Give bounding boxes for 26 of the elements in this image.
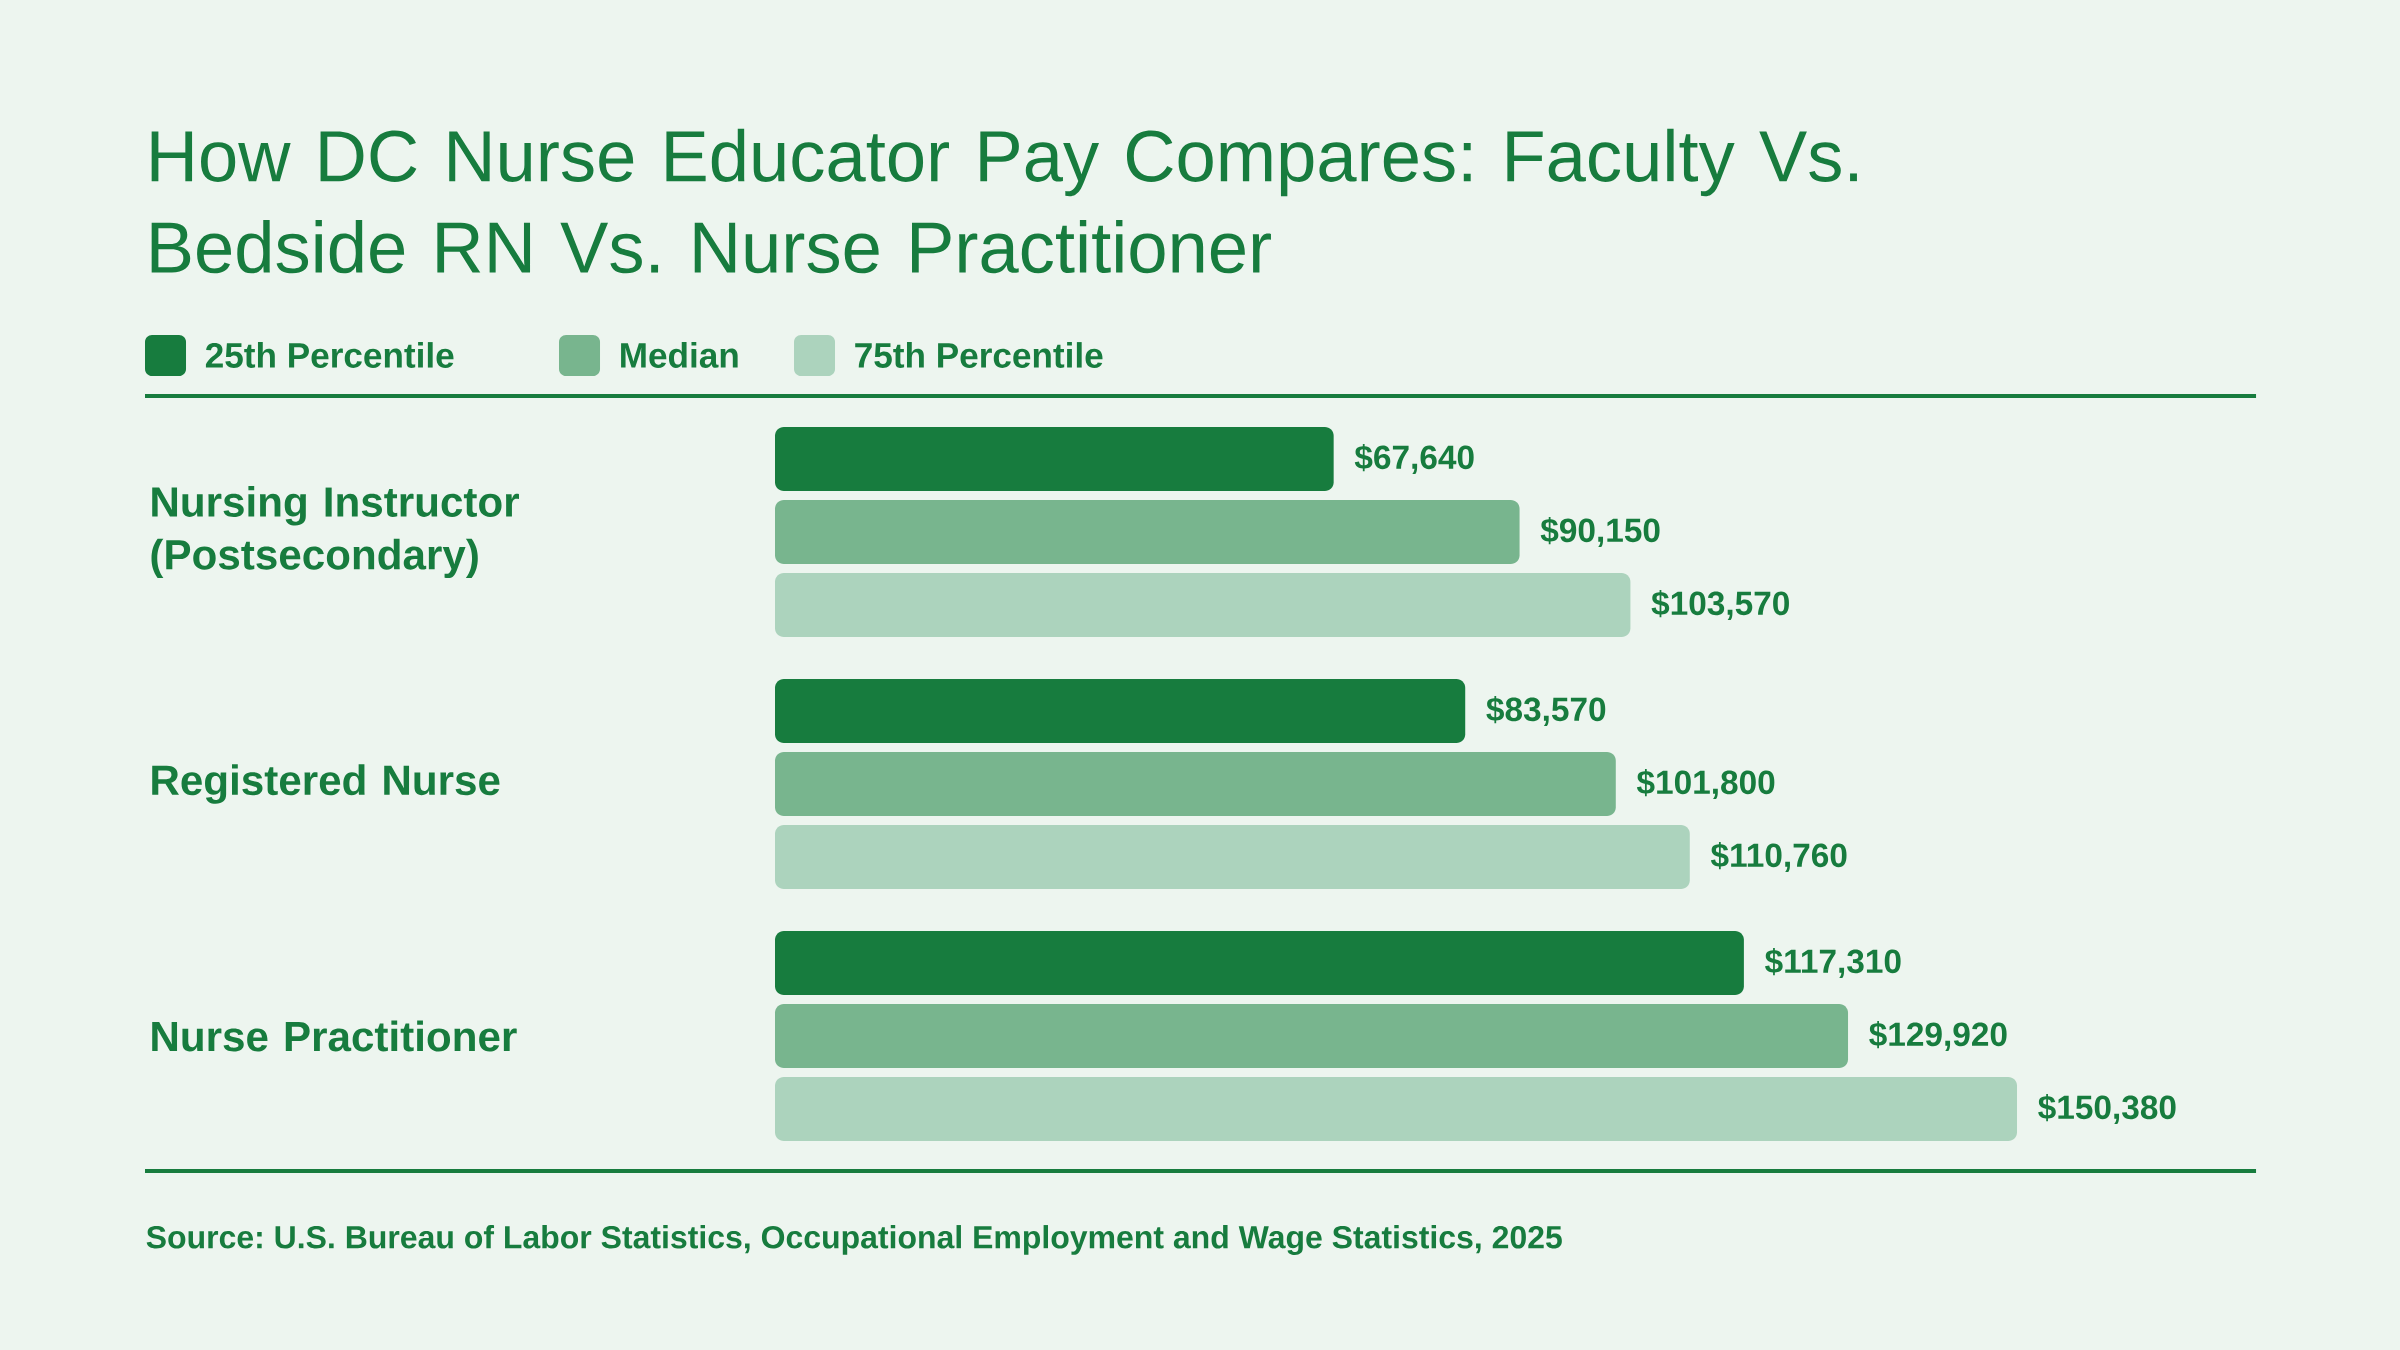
y-tick-label: Registered Nurse (152, 764, 500, 804)
data-label: $150,380 (2038, 1094, 2176, 1125)
chart-title: How DC Nurse Educator Pay Compares: Faculty Vs. Bedside RN Vs. Nurse Practitioner (151, 128, 1857, 274)
data-label: $103,570 (1651, 590, 1789, 621)
bar (775, 500, 1520, 565)
data-label: $110,760 (1710, 842, 1847, 873)
legend-label: Median (621, 342, 738, 368)
bar (775, 427, 1334, 492)
data-label: $90,150 (1540, 517, 1660, 548)
bar (775, 1077, 2018, 1142)
bar (775, 1004, 1849, 1069)
legend-label: 25th Percentile (205, 342, 454, 368)
bar (775, 825, 1690, 890)
y-tick-label: Nursing Instructor (Postsecondary) (151, 486, 519, 579)
data-label: $101,800 (1636, 769, 1775, 800)
bar (775, 679, 1466, 744)
y-tick-label: Nurse Practitioner (152, 1020, 517, 1052)
bar (775, 931, 1744, 996)
data-label: $117,310 (1765, 948, 1901, 979)
data-label: $67,640 (1354, 444, 1474, 475)
legend-label: 75th Percentile (855, 342, 1103, 368)
data-label: $129,920 (1869, 1021, 2007, 1052)
data-label: $83,570 (1486, 696, 1606, 727)
bar (775, 752, 1616, 817)
source-note: Source: U.S. Bureau of Labor Statistics, Occupational Employment and Wage Statistics, 2025 (146, 1225, 1562, 1255)
bar (775, 573, 1631, 638)
